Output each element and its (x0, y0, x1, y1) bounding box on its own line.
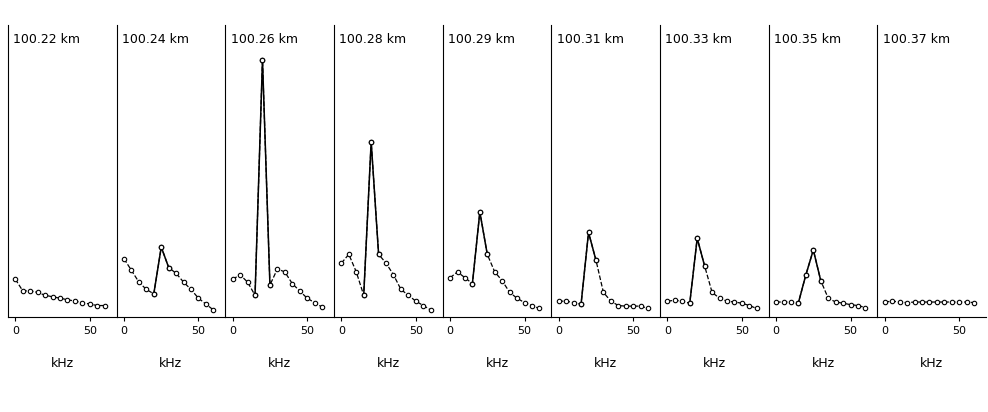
Text: 100.35 km: 100.35 km (774, 33, 841, 47)
X-axis label: kHz: kHz (594, 357, 618, 370)
Text: 100.29 km: 100.29 km (449, 33, 515, 47)
X-axis label: kHz: kHz (485, 357, 509, 370)
Text: 100.26 km: 100.26 km (230, 33, 297, 47)
X-axis label: kHz: kHz (811, 357, 835, 370)
Text: 100.37 km: 100.37 km (883, 33, 949, 47)
X-axis label: kHz: kHz (920, 357, 944, 370)
X-axis label: kHz: kHz (702, 357, 726, 370)
X-axis label: kHz: kHz (376, 357, 400, 370)
X-axis label: kHz: kHz (159, 357, 183, 370)
X-axis label: kHz: kHz (268, 357, 291, 370)
Text: 100.31 km: 100.31 km (556, 33, 623, 47)
Text: 100.33 km: 100.33 km (666, 33, 732, 47)
Text: 100.28 km: 100.28 km (340, 33, 406, 47)
Text: 100.24 km: 100.24 km (122, 33, 189, 47)
Text: 100.22 km: 100.22 km (13, 33, 80, 47)
X-axis label: kHz: kHz (50, 357, 74, 370)
